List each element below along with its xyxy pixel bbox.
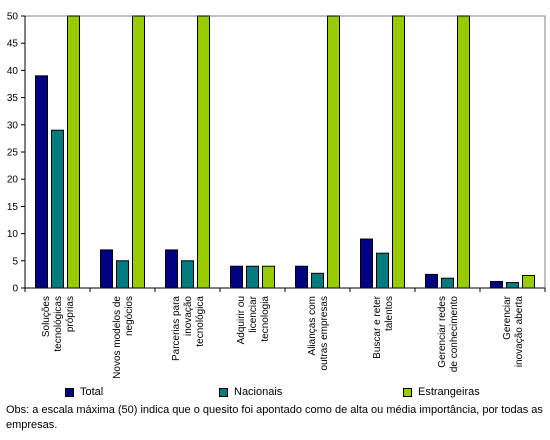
bar-nacionais-0	[51, 129, 64, 289]
legend-swatch-nacionais	[219, 387, 228, 397]
x-tick-label: próprias	[65, 296, 76, 332]
legend-item-estrangeiras: Estrangeiras	[403, 386, 480, 398]
chart-legend: Total Nacionais Estrangeiras	[0, 386, 550, 402]
bar-estrangeiras-0	[67, 15, 80, 289]
x-tick-label: inovação aberta	[514, 296, 525, 368]
y-tick-label: 10	[7, 229, 19, 240]
bar-nacionais-4	[311, 272, 324, 289]
legend-label-nacionais: Nacionais	[234, 386, 283, 398]
x-tick-label: outras empresas	[319, 296, 330, 370]
bar-total-1	[100, 249, 113, 289]
x-tick-label: tecnológicas	[53, 296, 64, 352]
y-tick-label: 25	[7, 148, 19, 159]
bar-total-5	[360, 238, 373, 289]
bar-chart: 0 5 10 15 20 25 30 35 40 45 50 Soluções tecnológicas…	[7, 12, 546, 379]
bar-total-4	[295, 265, 308, 289]
bar-nacionais-3	[246, 265, 259, 289]
bar-total-0	[35, 75, 48, 289]
x-tick-label: licenciar	[248, 295, 259, 332]
x-tick-label: Gerenciar redes	[437, 296, 448, 368]
legend-label-estrangeiras: Estrangeiras	[418, 386, 480, 398]
x-tick-label: Parcerias para	[171, 296, 182, 361]
bar-total-2	[165, 249, 178, 289]
bar-nacionais-1	[116, 260, 129, 289]
bar-estrangeiras-2	[197, 15, 210, 289]
chart-note: Obs: a escala máxima (50) indica que o q…	[6, 404, 543, 431]
x-tick-label: inovação	[183, 296, 194, 336]
x-tick-label: negócios	[124, 296, 135, 336]
x-tick-label: tecnologia	[260, 296, 271, 342]
bar-nacionais-7	[506, 282, 519, 289]
x-tick-label: Soluções	[41, 296, 52, 337]
y-tick-label: 35	[7, 93, 19, 104]
x-tick-label: tecnológica	[195, 296, 206, 347]
y-tick-label: 0	[12, 284, 18, 295]
legend-swatch-estrangeiras	[403, 387, 412, 397]
bar-total-6	[425, 273, 438, 289]
y-tick-label: 40	[7, 66, 19, 77]
bar-estrangeiras-1	[132, 15, 145, 289]
legend-item-nacionais: Nacionais	[219, 386, 282, 398]
legend-item-total: Total	[65, 386, 103, 398]
bar-total-7	[490, 280, 503, 289]
bar-estrangeiras-7	[522, 274, 535, 289]
bar-estrangeiras-6	[457, 15, 470, 289]
x-tick-label: Adquirir ou	[236, 296, 247, 344]
y-tick-label: 5	[12, 256, 18, 267]
y-tick-label: 30	[7, 120, 19, 131]
bar-nacionais-5	[376, 252, 389, 289]
bar-estrangeiras-3	[262, 265, 275, 289]
y-tick-label: 15	[7, 202, 19, 213]
x-tick-label: Novos modelos de	[112, 296, 123, 379]
y-tick-label: 20	[7, 175, 19, 186]
y-tick-label: 45	[7, 39, 19, 50]
x-tick-label: Gerenciar	[502, 295, 513, 340]
bar-estrangeiras-4	[327, 15, 340, 289]
legend-label-total: Total	[80, 386, 104, 398]
bar-estrangeiras-5	[392, 15, 405, 289]
bar-nacionais-2	[181, 260, 194, 289]
bar-total-3	[230, 265, 243, 289]
x-tick-label: Alianças com	[307, 296, 318, 355]
x-tick-label: talentos	[384, 296, 395, 331]
y-tick-label: 50	[7, 12, 19, 23]
legend-swatch-total	[65, 387, 74, 397]
x-tick-label: Buscar e reter	[372, 295, 383, 358]
bar-nacionais-6	[441, 277, 454, 289]
x-tick-label: de conhecimento	[449, 296, 460, 373]
